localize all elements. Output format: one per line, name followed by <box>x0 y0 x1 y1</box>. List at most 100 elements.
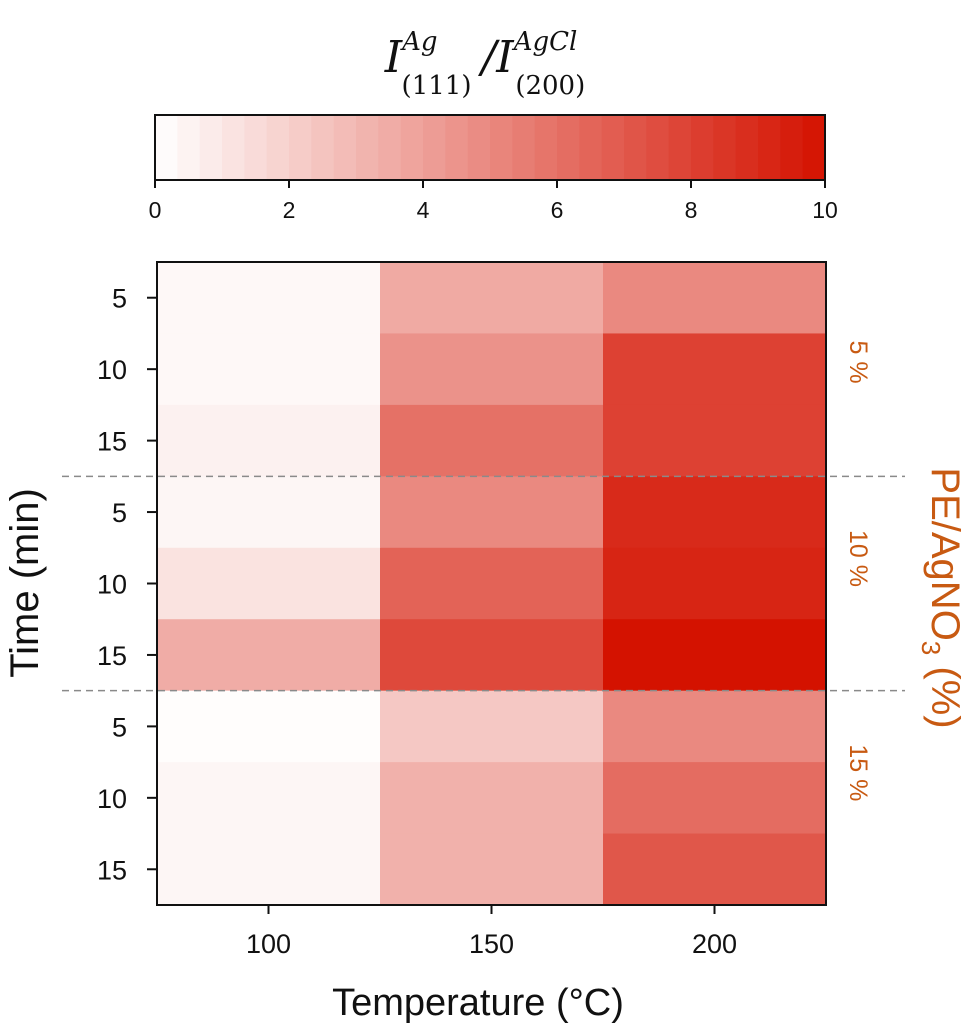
x-tick-label: 150 <box>469 929 514 959</box>
colorbar-title-divider: / <box>477 32 500 83</box>
x-tick-label: 100 <box>246 929 291 959</box>
heatmap-cell <box>157 619 381 692</box>
heatmap-cell <box>380 333 604 406</box>
group-labels: 5 % 10 % 15 % <box>844 340 872 801</box>
group-separators <box>62 475 905 692</box>
heatmap-cell <box>380 762 604 835</box>
heatmap-cell <box>603 262 827 334</box>
colorbar-frame <box>154 114 826 181</box>
heatmap-cell <box>380 833 604 906</box>
heatmap-cell <box>603 690 827 763</box>
heatmap-cell <box>603 547 827 620</box>
x-axis-label: Temperature (°C) <box>332 982 624 1024</box>
colorbar-step <box>802 115 826 180</box>
heatmap-cell <box>380 476 604 549</box>
colorbar-step <box>356 115 379 180</box>
y-tick-label: 10 <box>97 570 127 600</box>
colorbar-step <box>222 115 245 180</box>
colorbar-step <box>400 115 424 180</box>
heatmap-cell <box>380 690 604 763</box>
colorbar-ticks: 0 2 4 6 8 10 <box>149 180 838 223</box>
y-tick-label: 5 <box>112 712 127 742</box>
y-axis-ticks: 5 10 15 5 10 15 5 10 15 <box>97 284 157 885</box>
colorbar-tick-label: 8 <box>685 197 698 223</box>
colorbar-step <box>333 115 357 180</box>
group-axis-label: PE/AgNO3 (%) <box>916 467 967 728</box>
group-label: 5 % <box>844 340 872 383</box>
colorbar-step <box>534 115 558 180</box>
colorbar-step <box>557 115 580 180</box>
heatmap-cell <box>157 547 381 620</box>
colorbar-step <box>490 115 513 180</box>
colorbar-step <box>378 115 402 180</box>
group-axis-label-suffix: (%) <box>923 655 967 728</box>
colorbar-step <box>691 115 714 180</box>
colorbar-title-numerator-base: I <box>384 32 404 83</box>
heatmap-cell <box>157 404 381 477</box>
y-axis-label: Time (min) <box>3 488 47 678</box>
heatmap-cell <box>603 404 827 477</box>
colorbar-step <box>177 115 201 180</box>
colorbar-tick-label: 0 <box>149 197 162 223</box>
y-tick-label: 5 <box>112 498 127 528</box>
group-axis-label-prefix: PE/AgNO <box>923 467 967 640</box>
heatmap-cell <box>157 333 381 406</box>
heatmap-cell <box>157 762 381 835</box>
colorbar-tick-label: 6 <box>551 197 564 223</box>
colorbar-step <box>735 115 759 180</box>
colorbar-title-numerator-sup: Ag <box>400 27 437 57</box>
heatmap-cell <box>157 262 381 334</box>
heatmap-cell <box>603 833 827 906</box>
colorbar-title-denominator-sub: (200) <box>515 71 585 101</box>
heatmap-cell <box>603 476 827 549</box>
colorbar-step <box>311 115 335 180</box>
colorbar-tick-label: 2 <box>283 197 296 223</box>
colorbar-step <box>646 115 670 180</box>
colorbar-step <box>467 115 491 180</box>
colorbar-gradient <box>155 115 826 180</box>
heatmap-cell <box>380 262 604 334</box>
colorbar-step <box>668 115 692 180</box>
colorbar-tick-label: 10 <box>812 197 838 223</box>
heatmap-cell <box>380 547 604 620</box>
colorbar-title-denominator-sup: AgCl <box>512 27 578 57</box>
colorbar-title-denominator-base: I <box>495 32 515 83</box>
colorbar-step <box>601 115 625 180</box>
heatmap-cell <box>157 833 381 906</box>
colorbar-step <box>780 115 804 180</box>
colorbar-step <box>266 115 290 180</box>
colorbar-title-numerator-sub: (111) <box>402 71 472 101</box>
heatmap-cell <box>157 476 381 549</box>
y-tick-label: 15 <box>97 427 127 457</box>
colorbar-step <box>624 115 647 180</box>
group-label: 15 % <box>844 744 872 801</box>
colorbar-step <box>445 115 469 180</box>
colorbar-step <box>289 115 312 180</box>
x-tick-label: 200 <box>692 929 737 959</box>
colorbar-step <box>512 115 536 180</box>
colorbar-step <box>199 115 223 180</box>
heatmap-cell <box>157 690 381 763</box>
group-axis-label-subscript: 3 <box>916 641 946 655</box>
colorbar-step <box>423 115 446 180</box>
y-tick-label: 10 <box>97 355 127 385</box>
heatmap-cell <box>380 619 604 692</box>
colorbar-title: IAg (111)/IAgCl (200) <box>384 27 586 101</box>
heatmap-cell <box>603 619 827 692</box>
colorbar-step <box>579 115 603 180</box>
colorbar-step <box>713 115 737 180</box>
heatmap-cells <box>157 262 827 906</box>
heatmap-cell <box>603 333 827 406</box>
y-tick-label: 15 <box>97 641 127 671</box>
colorbar-step <box>758 115 781 180</box>
x-axis-ticks: 100 150 200 <box>246 905 737 959</box>
y-tick-label: 5 <box>112 284 127 314</box>
colorbar-tick-label: 4 <box>417 197 430 223</box>
colorbar-step <box>155 115 178 180</box>
y-tick-label: 15 <box>97 855 127 885</box>
colorbar-step <box>244 115 268 180</box>
group-label: 10 % <box>844 530 872 587</box>
y-tick-label: 10 <box>97 784 127 814</box>
heatmap-cell <box>603 762 827 835</box>
